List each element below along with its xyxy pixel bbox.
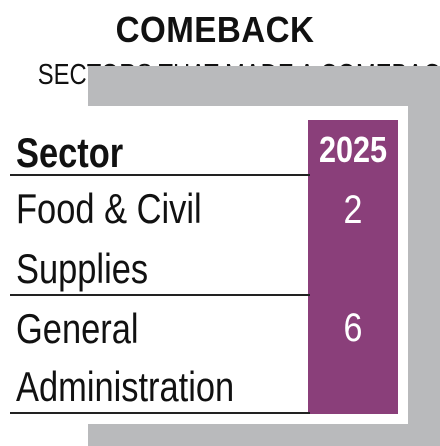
- row-divider: [10, 174, 310, 176]
- row-1-value: 2: [343, 188, 363, 232]
- row-2-sector-line2: Administration: [16, 363, 235, 410]
- column-header-year: 2025: [318, 129, 388, 170]
- row-2-sector-line1: General: [16, 305, 139, 352]
- data-table: Sector 2025 Food & Civil Supplies 2 Gene…: [10, 106, 408, 424]
- row-divider: [10, 412, 310, 414]
- column-header-sector: Sector: [16, 129, 124, 176]
- row-divider: [10, 294, 310, 296]
- year-column-highlight: [308, 120, 398, 414]
- page-title: COMEBACK: [115, 9, 315, 50]
- row-1-sector-line2: Supplies: [16, 245, 149, 292]
- row-2-value: 6: [343, 306, 363, 350]
- row-1-sector-line1: Food & Civil: [16, 185, 202, 232]
